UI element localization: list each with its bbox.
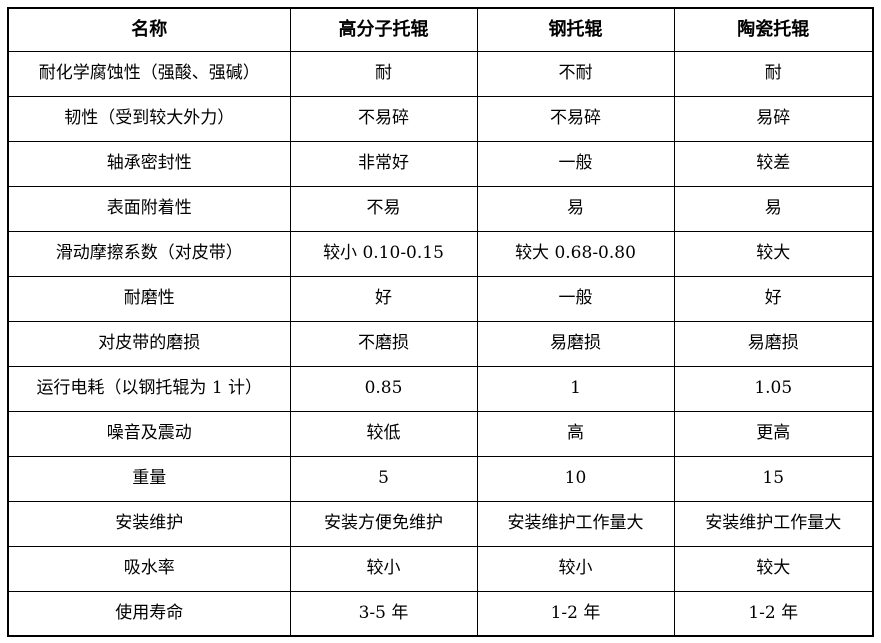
value-cell: 易磨损 <box>476 320 675 367</box>
header-cell-polymer-roller: 高分子托辊 <box>289 7 478 52</box>
row-label-cell: 吸水率 <box>7 545 291 592</box>
row-label-cell: 轴承密封性 <box>7 140 291 187</box>
value-cell: 较大 0.68-0.80 <box>476 230 675 277</box>
table-row: 耐化学腐蚀性（强酸、强碱）耐不耐耐 <box>7 50 874 97</box>
table-row: 轴承密封性 非常好 一般 较差 <box>7 140 874 187</box>
value-cell: 好 <box>289 275 478 322</box>
row-label-cell: 表面附着性 <box>7 185 291 232</box>
table-header: 名称 高分子托辊 钢托辊 陶瓷托辊 <box>7 7 874 52</box>
value-cell: 5 <box>289 455 478 502</box>
table-row: 噪音及震动 较低高更高 <box>7 410 874 457</box>
value-cell: 较差 <box>673 140 874 187</box>
table-row: 安装维护 安装方便免维护 安装维护工作量大 安装维护工作量大 <box>7 500 874 547</box>
value-cell: 15 <box>673 455 874 502</box>
value-cell: 较小 0.10-0.15 <box>289 230 478 277</box>
value-cell: 较小 <box>476 545 675 592</box>
row-label-cell: 噪音及震动 <box>7 410 291 457</box>
header-cell-ceramic-roller: 陶瓷托辊 <box>673 7 874 52</box>
value-cell: 安装方便免维护 <box>289 500 478 547</box>
value-cell: 耐 <box>289 50 478 97</box>
value-cell: 不易碎 <box>289 95 478 142</box>
value-cell: 较小 <box>289 545 478 592</box>
value-cell: 较低 <box>289 410 478 457</box>
value-cell: 不易 <box>289 185 478 232</box>
value-cell: 1.05 <box>673 365 874 412</box>
table-body: 耐化学腐蚀性（强酸、强碱）耐不耐耐韧性（受到较大外力） 不易碎 不易碎 易碎 轴承密封性… <box>7 50 874 637</box>
header-cell-name: 名称 <box>7 7 291 52</box>
value-cell: 一般 <box>476 275 675 322</box>
value-cell: 易 <box>476 185 675 232</box>
row-label-cell: 耐磨性 <box>7 275 291 322</box>
value-cell: 1-2 年 <box>476 590 675 637</box>
header-row: 名称 高分子托辊 钢托辊 陶瓷托辊 <box>7 7 874 52</box>
table-row: 运行电耗（以钢托辊为 1 计） 0.85 1 1.05 <box>7 365 874 412</box>
row-label-cell: 使用寿命 <box>7 590 291 637</box>
table-row: 使用寿命 3-5 年 1-2 年 1-2 年 <box>7 590 874 637</box>
row-label-cell: 韧性（受到较大外力） <box>7 95 291 142</box>
header-cell-steel-roller: 钢托辊 <box>476 7 675 52</box>
table-row: 吸水率 较小 较小 较大 <box>7 545 874 592</box>
value-cell: 10 <box>476 455 675 502</box>
row-label-cell: 对皮带的磨损 <box>7 320 291 367</box>
row-label-cell: 滑动摩擦系数（对皮带） <box>7 230 291 277</box>
value-cell: 安装维护工作量大 <box>476 500 675 547</box>
value-cell: 高 <box>476 410 675 457</box>
table-row: 表面附着性 不易易易 <box>7 185 874 232</box>
value-cell: 易碎 <box>673 95 874 142</box>
value-cell: 耐 <box>673 50 874 97</box>
table-row: 耐磨性好一般好 <box>7 275 874 322</box>
row-label-cell: 耐化学腐蚀性（强酸、强碱） <box>7 50 291 97</box>
value-cell: 好 <box>673 275 874 322</box>
value-cell: 1 <box>476 365 675 412</box>
roller-comparison-table: 名称 高分子托辊 钢托辊 陶瓷托辊 耐化学腐蚀性（强酸、强碱）耐不耐耐韧性（受到… <box>7 7 874 637</box>
table-row: 韧性（受到较大外力） 不易碎 不易碎 易碎 <box>7 95 874 142</box>
value-cell: 不易碎 <box>476 95 675 142</box>
value-cell: 较大 <box>673 545 874 592</box>
value-cell: 一般 <box>476 140 675 187</box>
table-row: 重量 5 10 15 <box>7 455 874 502</box>
value-cell: 较大 <box>673 230 874 277</box>
row-label-cell: 运行电耗（以钢托辊为 1 计） <box>7 365 291 412</box>
value-cell: 安装维护工作量大 <box>673 500 874 547</box>
table-row: 对皮带的磨损 不磨损 易磨损 易磨损 <box>7 320 874 367</box>
value-cell: 不耐 <box>476 50 675 97</box>
row-label-cell: 重量 <box>7 455 291 502</box>
value-cell: 更高 <box>673 410 874 457</box>
value-cell: 3-5 年 <box>289 590 478 637</box>
table-row: 滑动摩擦系数（对皮带） 较小 0.10-0.15 较大 0.68-0.80 较大 <box>7 230 874 277</box>
row-label-cell: 安装维护 <box>7 500 291 547</box>
value-cell: 0.85 <box>289 365 478 412</box>
value-cell: 易 <box>673 185 874 232</box>
value-cell: 1-2 年 <box>673 590 874 637</box>
value-cell: 易磨损 <box>673 320 874 367</box>
value-cell: 非常好 <box>289 140 478 187</box>
value-cell: 不磨损 <box>289 320 478 367</box>
